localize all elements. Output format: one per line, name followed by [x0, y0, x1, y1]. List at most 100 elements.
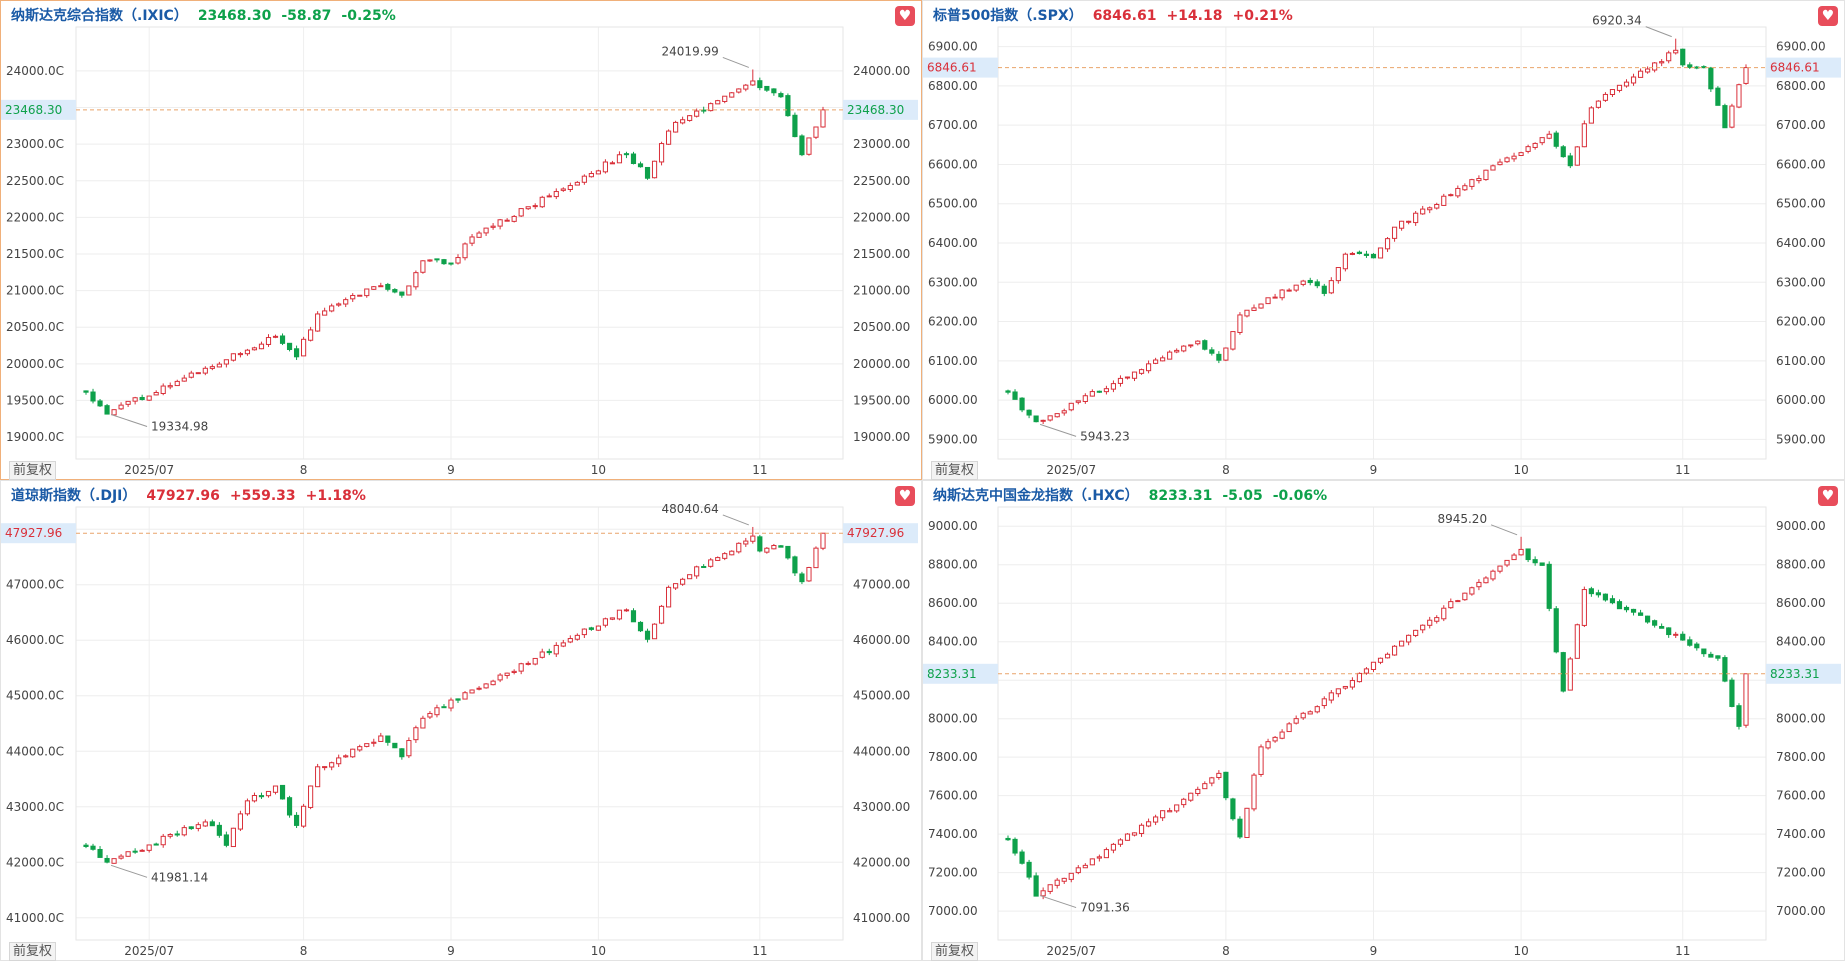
candle-body	[1040, 419, 1046, 422]
price-adjust-button[interactable]: 前复权	[9, 942, 57, 961]
heart-icon[interactable]: ♥	[895, 486, 915, 506]
candle-body	[195, 824, 201, 829]
candle-body	[553, 644, 559, 655]
y-tick-label-left: 6100.00	[928, 354, 978, 368]
y-tick-label-right: 6100.00	[1776, 354, 1826, 368]
candle-body	[441, 259, 447, 265]
candle-body	[785, 545, 791, 559]
candlestick-chart[interactable]: 19000.00 19000.0C 19500.00 19500.0C 20000.00…	[1, 1, 923, 481]
candle-body	[1659, 625, 1665, 629]
candle-body	[518, 663, 524, 672]
candle-body	[1244, 309, 1250, 317]
y-tick-label-left: 19500.0C	[6, 393, 64, 407]
candle-body	[581, 175, 587, 183]
candle-body	[1124, 376, 1131, 379]
candle-body	[553, 191, 559, 198]
candle-body	[1729, 679, 1735, 707]
candle-body	[1708, 67, 1714, 90]
candle-body	[623, 153, 630, 156]
price-adjust-button[interactable]: 前复权	[931, 942, 979, 961]
candlestick-chart[interactable]: 5900.00 5900.00 6000.00 6000.00 6100.00 6100.…	[923, 1, 1845, 481]
candle-body	[1687, 639, 1693, 646]
y-tick-label-right: 20500.00	[853, 320, 910, 334]
heart-icon[interactable]: ♥	[895, 6, 915, 26]
candle-body	[476, 232, 482, 238]
candle-body	[1673, 633, 1679, 636]
price-adjust-button[interactable]: 前复权	[931, 461, 979, 480]
chart-panel-0[interactable]: 纳斯达克综合指数（.IXIC） 23468.30 -58.87 -0.25% ♥ 1900…	[0, 0, 922, 480]
candle-body	[532, 205, 538, 208]
candle-body	[237, 813, 244, 830]
last-price-badge-left-bg	[1, 99, 76, 120]
heart-icon[interactable]: ♥	[1818, 6, 1838, 26]
candlestick-chart[interactable]: 41000.00 41000.0C 42000.00 42000.0C 43000.00…	[1, 481, 923, 962]
candle-body	[518, 208, 524, 217]
candle-body	[1637, 612, 1644, 616]
candlestick-chart[interactable]: 7000.00 7000.00 7200.00 7200.00 7400.00 7400.…	[923, 481, 1845, 962]
candle-body	[322, 310, 328, 316]
candle-body	[1377, 657, 1384, 663]
candle-body	[315, 313, 321, 332]
candle-body	[1237, 314, 1243, 333]
y-tick-label-left: 6800.00	[928, 79, 978, 93]
candle-body	[308, 785, 314, 808]
candle-body	[1666, 52, 1672, 62]
candle-body	[188, 826, 194, 830]
candle-body	[1588, 588, 1594, 595]
low-label: 19334.98	[151, 420, 208, 434]
candle-body	[216, 824, 222, 836]
candle-body	[1736, 705, 1742, 727]
heart-icon[interactable]: ♥	[1818, 486, 1838, 506]
candle-body	[1504, 559, 1510, 566]
candle-body	[385, 283, 391, 290]
x-tick-label: 10	[1513, 463, 1528, 477]
candle-body	[97, 400, 103, 407]
chart-panel-2[interactable]: 道琼斯指数（.DJI） 47927.96 +559.33 +1.18% ♥ 41000.0…	[0, 480, 922, 961]
candle-body	[644, 166, 651, 179]
candle-body	[1708, 653, 1714, 658]
candle-body	[1153, 359, 1159, 364]
candle-body	[1497, 161, 1503, 166]
candle-body	[560, 188, 566, 191]
candle-body	[1061, 410, 1067, 414]
candle-body	[223, 359, 229, 365]
candle-body	[1560, 652, 1566, 692]
candle-body	[1202, 340, 1208, 350]
y-tick-label-left: 21000.0C	[6, 284, 64, 298]
index-pct: -0.06%	[1272, 488, 1328, 504]
chart-panel-1[interactable]: 标普500指数（.SPX） 6846.61 +14.18 +0.21% ♥ 5900.00…	[922, 0, 1845, 480]
last-price-badge-left: 23468.30	[5, 103, 62, 117]
candle-body	[1399, 640, 1405, 647]
chart-panel-3[interactable]: 纳斯达克中国金龙指数（.HXC） 8233.31 -5.05 -0.06% ♥ 7000.…	[922, 480, 1845, 961]
y-tick-label-right: 6400.00	[1776, 236, 1826, 250]
candle-body	[560, 642, 566, 647]
y-tick-label-left: 43000.0C	[6, 800, 64, 814]
candle-body	[511, 670, 517, 673]
candle-body	[623, 609, 630, 612]
x-tick-label: 8	[1222, 463, 1230, 477]
y-tick-label-right: 6000.00	[1776, 393, 1826, 407]
candle-body	[1117, 839, 1124, 845]
candle-body	[1188, 344, 1194, 347]
x-tick-label: 9	[1370, 944, 1378, 958]
candle-body	[1131, 371, 1138, 379]
candle-body	[595, 625, 601, 631]
candle-body	[1588, 107, 1594, 124]
candle-body	[637, 621, 644, 632]
candle-body	[1138, 369, 1145, 374]
candle-body	[1377, 247, 1384, 259]
candle-body	[357, 294, 363, 297]
candle-body	[1145, 821, 1152, 827]
high-label: 24019.99	[662, 44, 719, 58]
low-leader	[110, 864, 148, 878]
candle-body	[385, 735, 391, 743]
candle-body	[687, 574, 693, 580]
candle-body	[1160, 357, 1166, 362]
y-tick-label-left: 23000.0C	[6, 137, 64, 151]
price-adjust-button[interactable]: 前复权	[9, 461, 57, 480]
candle-body	[1117, 377, 1124, 384]
y-tick-label-left: 5900.00	[928, 432, 978, 446]
candle-body	[1637, 70, 1644, 78]
y-tick-label-left: 6900.00	[928, 40, 978, 54]
candle-body	[1321, 285, 1327, 294]
